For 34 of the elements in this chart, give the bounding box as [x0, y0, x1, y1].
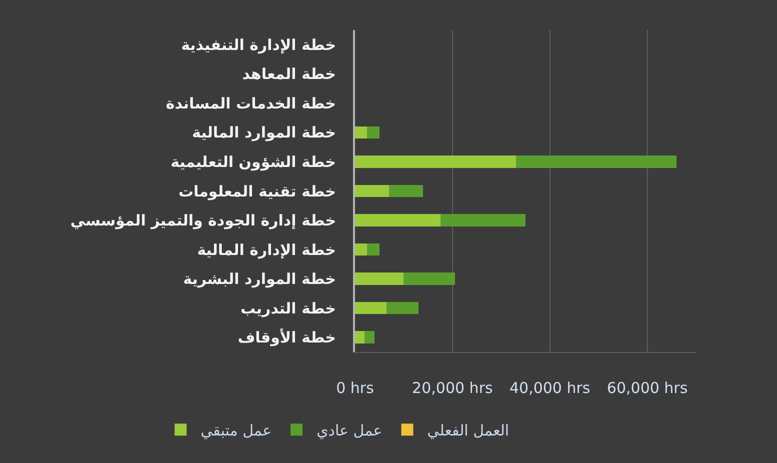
- y-tick-label: خطة الأوقاف: [238, 328, 336, 347]
- y-tick-label: خطة الموارد المالية: [192, 124, 336, 142]
- bar: [404, 272, 455, 285]
- x-tick-label: 40,000 hrs: [509, 379, 590, 397]
- y-tick-label: خطة تقنية المعلومات: [178, 182, 336, 200]
- bar: [364, 331, 374, 344]
- y-tick-label: خطة الخدمات المساندة: [166, 94, 336, 112]
- bar: [440, 214, 526, 226]
- x-tick-label: 60,000 hrs: [606, 379, 688, 397]
- y-tick-label: خطة الإدارة التنفيذية: [181, 36, 336, 54]
- bar: [367, 126, 380, 139]
- y-tick-label: خطة التدريب: [240, 299, 336, 318]
- bar: [516, 156, 677, 168]
- y-tick-label: خطة إدارة الجودة والتميز المؤسسي: [70, 212, 336, 230]
- bar: [355, 331, 365, 344]
- bar: [355, 184, 390, 198]
- legend-label: عمل عادي: [316, 422, 382, 440]
- y-tick-label: خطة الشؤون التعليمية: [170, 152, 336, 171]
- bar: [355, 156, 516, 168]
- legend-label: عمل متبقي: [200, 422, 272, 440]
- x-tick-label: 0 hrs: [336, 379, 374, 397]
- legend-label: العمل الفعلي: [427, 422, 510, 440]
- bar: [367, 243, 380, 256]
- bar: [355, 272, 404, 285]
- y-tick-label: خطة الموارد البشرية: [183, 270, 336, 288]
- bar: [386, 302, 418, 314]
- bar: [355, 126, 368, 139]
- y-tick-label: خطة المعاهد: [242, 65, 336, 84]
- y-tick-label: خطة الإدارة المالية: [197, 240, 336, 259]
- x-tick-label: 20,000 hrs: [412, 379, 493, 397]
- bar: [355, 243, 368, 256]
- bar: [355, 302, 387, 314]
- bar: [389, 184, 424, 198]
- bar: [355, 214, 440, 226]
